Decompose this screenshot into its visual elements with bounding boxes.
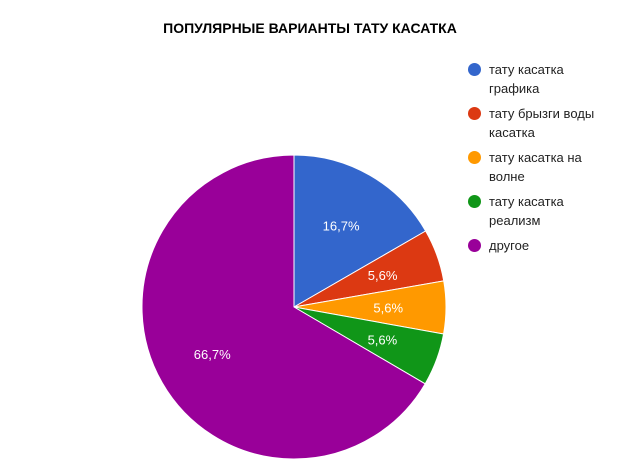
legend-item[interactable]: другое: [468, 236, 628, 255]
legend-label: тату касатка на волне: [489, 150, 582, 184]
pie-slice[interactable]: [141, 154, 426, 460]
chart-title: ПОПУЛЯРНЫЕ ВАРИАНТЫ ТАТУ КАСАТКА: [163, 20, 457, 36]
slice-label: 5,6%: [368, 333, 398, 348]
legend-color-dot-icon: [468, 151, 481, 164]
legend-label: тату брызги воды касатка: [489, 106, 595, 140]
legend-color-dot-icon: [468, 195, 481, 208]
legend-color-dot-icon: [468, 239, 481, 252]
legend-item[interactable]: тату касатка графика: [468, 60, 628, 98]
slice-label: 5,6%: [373, 300, 403, 315]
legend: тату касатка графика тату брызги воды кас…: [468, 60, 628, 261]
legend-label: тату касатка графика: [489, 62, 564, 96]
slice-label: 66,7%: [194, 347, 231, 362]
legend-color-dot-icon: [468, 63, 481, 76]
legend-item[interactable]: тату касатка реализм: [468, 192, 628, 230]
slice-label: 5,6%: [368, 268, 398, 283]
legend-item[interactable]: тату брызги воды касатка: [468, 104, 628, 142]
legend-label: тату касатка реализм: [489, 194, 564, 228]
legend-label: другое: [489, 238, 530, 253]
legend-item[interactable]: тату касатка на волне: [468, 148, 628, 186]
legend-color-dot-icon: [468, 107, 481, 120]
slice-label: 16,7%: [323, 218, 360, 233]
pie-slice[interactable]: [293, 154, 427, 308]
